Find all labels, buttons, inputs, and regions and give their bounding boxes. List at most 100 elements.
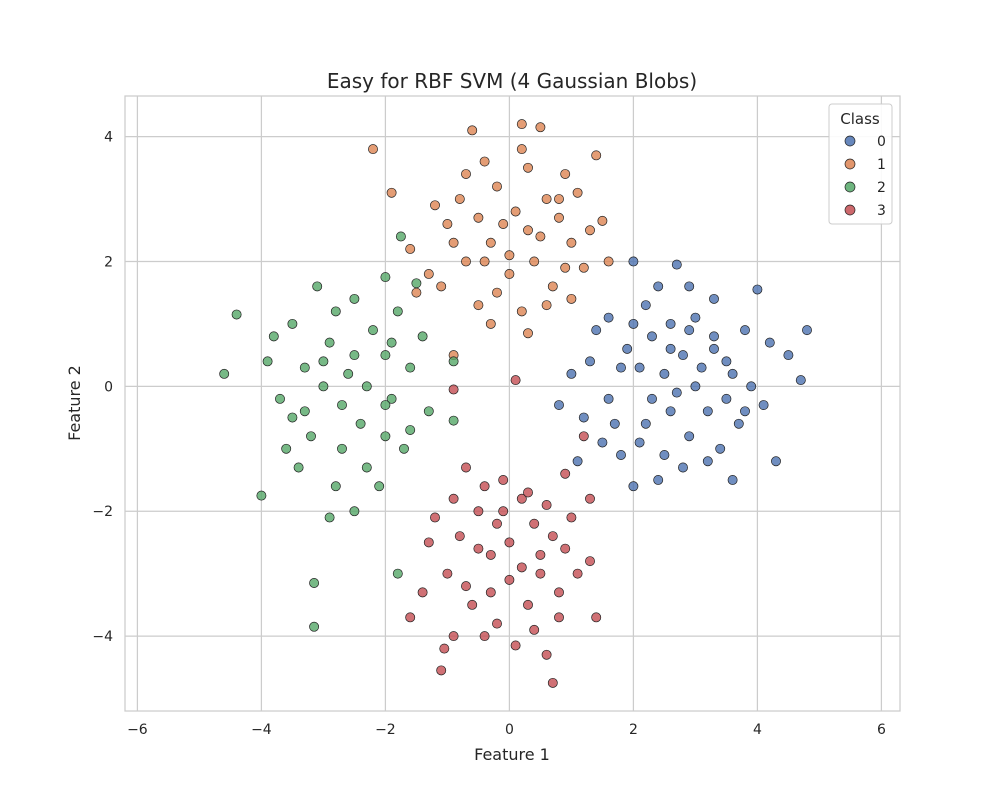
data-point bbox=[461, 169, 471, 179]
data-point bbox=[740, 406, 750, 417]
data-point bbox=[740, 325, 750, 336]
series-2 bbox=[219, 231, 459, 632]
data-point bbox=[678, 462, 688, 473]
y-tick-label: −4 bbox=[92, 629, 113, 645]
data-point bbox=[560, 262, 571, 273]
legend-title: Class bbox=[840, 110, 880, 128]
data-point bbox=[802, 325, 812, 336]
data-point bbox=[386, 187, 397, 198]
data-point bbox=[485, 237, 496, 248]
data-point bbox=[361, 381, 372, 392]
data-points bbox=[219, 119, 812, 688]
data-point bbox=[709, 293, 719, 304]
data-point bbox=[659, 450, 670, 460]
y-tick-label: −2 bbox=[92, 504, 113, 520]
data-point bbox=[634, 362, 645, 373]
x-tick-label: −4 bbox=[251, 722, 272, 738]
data-point bbox=[721, 356, 732, 367]
data-point bbox=[380, 350, 391, 361]
data-point bbox=[783, 350, 794, 361]
data-point bbox=[417, 587, 428, 598]
data-point bbox=[671, 259, 682, 270]
data-point bbox=[485, 549, 496, 560]
data-point bbox=[423, 537, 434, 548]
data-point bbox=[430, 200, 440, 211]
data-point bbox=[448, 493, 459, 504]
data-point bbox=[281, 443, 292, 454]
data-point bbox=[423, 268, 434, 279]
data-point bbox=[492, 518, 502, 529]
data-point bbox=[417, 331, 428, 342]
data-point bbox=[547, 281, 558, 292]
data-point bbox=[746, 381, 757, 392]
data-point bbox=[547, 531, 558, 542]
data-point bbox=[442, 219, 453, 229]
data-point bbox=[299, 406, 310, 417]
data-point bbox=[603, 256, 614, 267]
chart-title: Easy for RBF SVM (4 Gaussian Blobs) bbox=[327, 69, 697, 93]
data-point bbox=[616, 362, 626, 373]
data-point bbox=[715, 443, 726, 454]
data-point bbox=[492, 287, 502, 298]
data-point bbox=[337, 400, 347, 411]
data-point bbox=[578, 431, 589, 442]
data-point bbox=[585, 493, 595, 504]
data-point bbox=[578, 412, 589, 423]
legend-label: 3 bbox=[877, 203, 886, 219]
data-point bbox=[616, 450, 626, 460]
data-point bbox=[368, 144, 378, 155]
data-point bbox=[665, 318, 676, 329]
data-point bbox=[678, 350, 688, 361]
data-point bbox=[516, 562, 527, 573]
data-point bbox=[709, 343, 719, 354]
data-point bbox=[541, 500, 552, 510]
data-point bbox=[653, 475, 664, 485]
data-point bbox=[554, 194, 564, 204]
data-point bbox=[572, 568, 583, 579]
data-point bbox=[684, 281, 695, 292]
data-point bbox=[560, 543, 571, 554]
data-point bbox=[535, 568, 546, 579]
data-point bbox=[330, 481, 341, 492]
data-point bbox=[634, 437, 645, 448]
data-point bbox=[554, 587, 564, 598]
x-tick-label: 2 bbox=[629, 722, 638, 738]
data-point bbox=[448, 415, 459, 426]
data-point bbox=[752, 284, 763, 295]
data-point bbox=[591, 325, 602, 336]
data-point bbox=[566, 237, 577, 248]
data-point bbox=[485, 318, 496, 329]
data-point bbox=[405, 362, 416, 373]
data-point bbox=[479, 156, 490, 167]
data-point bbox=[423, 406, 434, 417]
data-point bbox=[318, 381, 329, 392]
data-point bbox=[436, 281, 447, 292]
data-point bbox=[585, 356, 595, 367]
data-point bbox=[287, 412, 298, 423]
data-point bbox=[591, 150, 602, 161]
data-point bbox=[256, 490, 267, 501]
data-point bbox=[454, 531, 465, 542]
data-point bbox=[299, 362, 310, 373]
series-0 bbox=[554, 256, 812, 492]
data-point bbox=[647, 393, 657, 404]
data-point bbox=[485, 587, 496, 598]
data-point bbox=[479, 481, 490, 492]
data-point bbox=[411, 278, 422, 289]
x-axis-label: Feature 1 bbox=[474, 745, 550, 764]
data-point bbox=[585, 556, 595, 567]
data-point bbox=[609, 418, 620, 429]
data-point bbox=[231, 309, 242, 320]
data-point bbox=[473, 212, 484, 223]
data-point bbox=[727, 475, 738, 485]
data-point bbox=[380, 431, 391, 442]
data-point bbox=[733, 418, 744, 429]
data-point bbox=[309, 621, 320, 632]
data-point bbox=[492, 181, 502, 192]
data-point bbox=[461, 581, 471, 592]
data-point bbox=[395, 231, 406, 242]
data-point bbox=[355, 418, 366, 429]
data-point bbox=[374, 481, 385, 492]
data-point bbox=[275, 393, 285, 404]
